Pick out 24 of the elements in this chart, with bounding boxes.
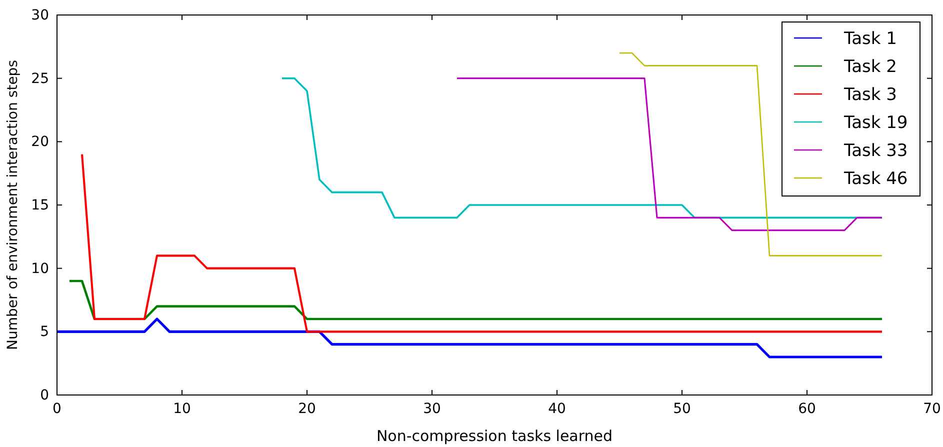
legend-label: Task 2	[843, 57, 897, 77]
legend-label: Task 3	[843, 85, 897, 105]
y-tick-label: 30	[31, 7, 49, 24]
legend-label: Task 1	[843, 29, 897, 49]
y-tick-label: 20	[31, 134, 49, 150]
legend-label: Task 33	[843, 141, 908, 161]
y-axis-title: Number of environment interaction steps	[5, 60, 21, 350]
x-tick-label: 70	[923, 400, 941, 417]
x-tick-label: 0	[52, 400, 62, 417]
x-tick-label: 50	[673, 400, 691, 417]
y-tick-label: 10	[31, 260, 49, 277]
y-tick-label: 25	[31, 70, 49, 87]
y-tick-label: 0	[40, 387, 49, 404]
x-tick-label: 10	[173, 400, 191, 417]
line-series	[56, 318, 884, 358]
y-tick-label: 5	[40, 324, 49, 340]
x-axis-title: Non-compression tasks learned	[376, 427, 613, 445]
legend-label: Task 19	[843, 113, 908, 133]
legend-label: Task 46	[843, 169, 908, 189]
x-tick-label: 60	[798, 400, 816, 417]
y-tick-label: 15	[31, 197, 49, 214]
x-tick-label: 40	[548, 400, 566, 417]
x-tick-label: 30	[423, 400, 441, 417]
x-tick-label: 20	[298, 400, 316, 417]
